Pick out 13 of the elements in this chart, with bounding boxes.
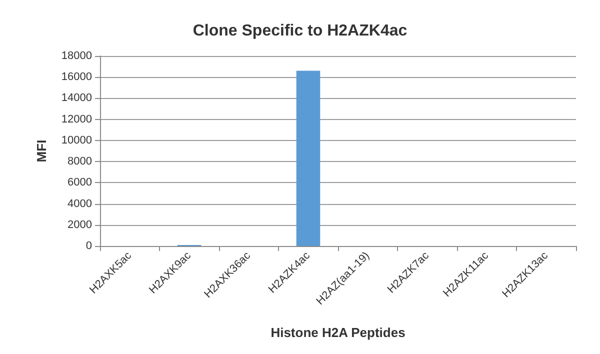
y-tick-label: 10000 [61, 134, 92, 146]
y-tick-label: 0 [86, 240, 92, 252]
y-tick-label: 12000 [61, 113, 92, 126]
y-axis-title: MFI [34, 140, 49, 162]
y-tick-label: 8000 [68, 156, 92, 168]
y-tick-label: 18000 [61, 50, 92, 62]
chart-title: Clone Specific to H2AZK4ac [192, 22, 408, 40]
y-tick-label: 2000 [68, 218, 92, 231]
y-tick-label: 16000 [61, 71, 92, 84]
x-axis-title: Histone H2A Peptides [270, 325, 406, 340]
y-tick-label: 6000 [68, 176, 92, 189]
y-tick-label: 4000 [68, 198, 92, 210]
y-tick-label: 14000 [61, 92, 92, 104]
